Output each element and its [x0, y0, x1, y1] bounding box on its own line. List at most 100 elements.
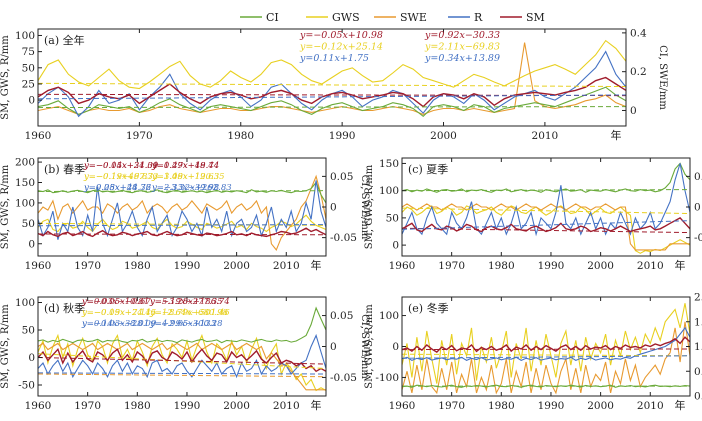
y-right-tick-label: 0.2 — [630, 66, 647, 78]
x-tick-label: 2000 — [223, 260, 250, 272]
y-left-tick-label: -100 — [375, 372, 399, 384]
y-left-tick-label: 0 — [392, 341, 399, 353]
trend-equation: y=0.34x+13.89 — [424, 53, 500, 64]
trend-equation: y=2.33x−39.98 — [151, 183, 220, 193]
y-right-tick-label: 0.5 — [694, 366, 702, 378]
series-line-r — [38, 333, 326, 379]
x-axis-suffix: 年 — [675, 258, 686, 272]
y-left-tick-label: 100 — [15, 30, 35, 42]
trend-line-4 — [38, 373, 326, 378]
trend-line-3 — [38, 372, 326, 375]
x-tick-label: 2000 — [223, 400, 250, 412]
x-tick-label: 1990 — [538, 400, 565, 412]
panel-label: (c) 夏季 — [408, 163, 448, 176]
x-tick-label: 1970 — [126, 130, 153, 142]
trend-equation: y=0.28x+28.76 — [83, 183, 152, 193]
y-right-tick-label: -0.05 — [330, 372, 357, 384]
x-tick-label: 1990 — [174, 260, 201, 272]
x-tick-label: 2010 — [637, 400, 664, 412]
panel-5: 1960 1970 1980 1990 2000 2010 年 -100 0 100 0.0 0.5 1… — [81, 292, 702, 413]
series-group — [402, 303, 690, 395]
series-line-r — [38, 180, 326, 240]
x-tick-label: 1980 — [124, 400, 151, 412]
series-line-ci — [38, 306, 326, 344]
x-tick-label: 1960 — [389, 260, 416, 272]
series-group — [38, 39, 626, 118]
series-line-gws — [38, 333, 326, 392]
series-line-sm — [38, 76, 626, 108]
x-tick-label: 2000 — [587, 260, 614, 272]
y-right-tick-label: 0 — [330, 341, 337, 353]
y-right-tick-label: 0.05 — [330, 171, 353, 183]
trend-equation: y=3.49x−120.35 — [151, 172, 225, 182]
trend-line-1 — [38, 82, 626, 88]
trend-equation: y=−0.05x+10.98 — [299, 30, 383, 41]
x-tick-label: 2010 — [637, 260, 664, 272]
trend-line-1 — [402, 353, 690, 357]
y-right-tick-label: 0 — [694, 202, 701, 214]
trend-equation: y=0.14x−38.01 — [81, 319, 149, 329]
x-tick-label: 2000 — [587, 400, 614, 412]
series-line-swe — [38, 42, 626, 115]
x-tick-label: 1970 — [74, 400, 101, 412]
series-line-swe — [38, 342, 326, 391]
chart-panels: 1960 1970 1980 1990 2000 2010 年025507510000.20… — [0, 27, 702, 412]
trend-line-1 — [402, 207, 690, 215]
trend-line-3 — [402, 220, 690, 230]
legend-label-r: R — [474, 11, 483, 24]
trend-line-4 — [38, 190, 326, 192]
x-tick-label: 1980 — [124, 260, 151, 272]
trend-equation: y=−0.12x+25.14 — [299, 42, 383, 53]
x-tick-label: 2000 — [430, 130, 457, 142]
plot-frame — [37, 28, 627, 127]
series-line-sm — [402, 217, 690, 233]
x-tick-label: 1970 — [74, 260, 101, 272]
trend-equation: y=0.03x−10.81 — [81, 297, 149, 307]
y-left-tick-label: 50 — [22, 218, 35, 230]
y-left-tick-label: 100 — [379, 185, 399, 197]
y-right-tick-label: 0.05 — [330, 310, 353, 322]
y-left-axis-label: SM, GWS, R/mm — [364, 304, 375, 389]
x-tick-label: 1970 — [438, 400, 465, 412]
x-tick-label: 1980 — [488, 260, 515, 272]
x-tick-label: 2010 — [532, 130, 559, 142]
panel-1: 1960 1970 1980 1990 2000 2010 年025507510000.20… — [0, 27, 668, 142]
trend-equation: y=12.64x−680.98 — [149, 308, 229, 318]
y-left-tick-label: 100 — [15, 297, 35, 309]
y-right-tick-label: 0.05 — [694, 171, 702, 183]
trend-equation: y=−3.32x+262.83 — [151, 183, 232, 193]
x-tick-label: 1960 — [25, 130, 52, 142]
trend-equation: y=0.11x+1.75 — [299, 53, 369, 64]
series-line-gws — [402, 303, 690, 384]
series-line-ci — [38, 86, 626, 118]
panel-2: 1960 1970 1980 1990 2000 2010 年 0 50 100 150 200 -0.… — [0, 157, 370, 272]
y-left-tick-label: -50 — [18, 380, 35, 392]
y-left-tick-label: 100 — [379, 310, 399, 322]
x-tick-label: 1990 — [174, 400, 201, 412]
y-left-tick-label: 50 — [22, 325, 35, 337]
trend-line-2 — [38, 233, 326, 236]
y-left-axis-label: SM, GWS, R/mm — [0, 164, 11, 249]
trend-equation: y=1.49x−49.44 — [151, 161, 219, 171]
x-tick-label: 1980 — [227, 130, 254, 142]
trend-equation: y=1.08x+19.63 — [151, 172, 219, 182]
y-right-tick-label: 0.4 — [630, 27, 647, 39]
panel-4: 1960 1970 1980 1990 2000 2010 年 -50 0 50 100 -0.05 0… — [0, 296, 370, 412]
y-right-tick-label: -0.05 — [694, 232, 702, 244]
panel-label: (e) 冬季 — [408, 301, 449, 315]
y-left-tick-label: 100 — [15, 197, 35, 209]
legend-label-ci: CI — [266, 11, 279, 24]
y-right-axis-label: CI, SWE/mm — [359, 175, 370, 240]
trend-line-2 — [402, 227, 690, 234]
legend-label-swe: SWE — [400, 11, 427, 24]
y-right-tick-label: 0 — [630, 105, 637, 117]
trend-equation: y=−8.79x+501.46 — [149, 308, 230, 318]
y-right-tick-label: 1.0 — [694, 341, 702, 353]
y-left-axis-label: SM, GWS, R/mm — [364, 164, 375, 249]
trend-equation: y=−0.19x+67.73 — [83, 172, 158, 182]
y-left-tick-label: 25 — [22, 78, 35, 90]
x-tick-label: 1970 — [438, 260, 465, 272]
y-left-tick-label: 0 — [28, 352, 35, 364]
series-line-r — [402, 326, 690, 362]
